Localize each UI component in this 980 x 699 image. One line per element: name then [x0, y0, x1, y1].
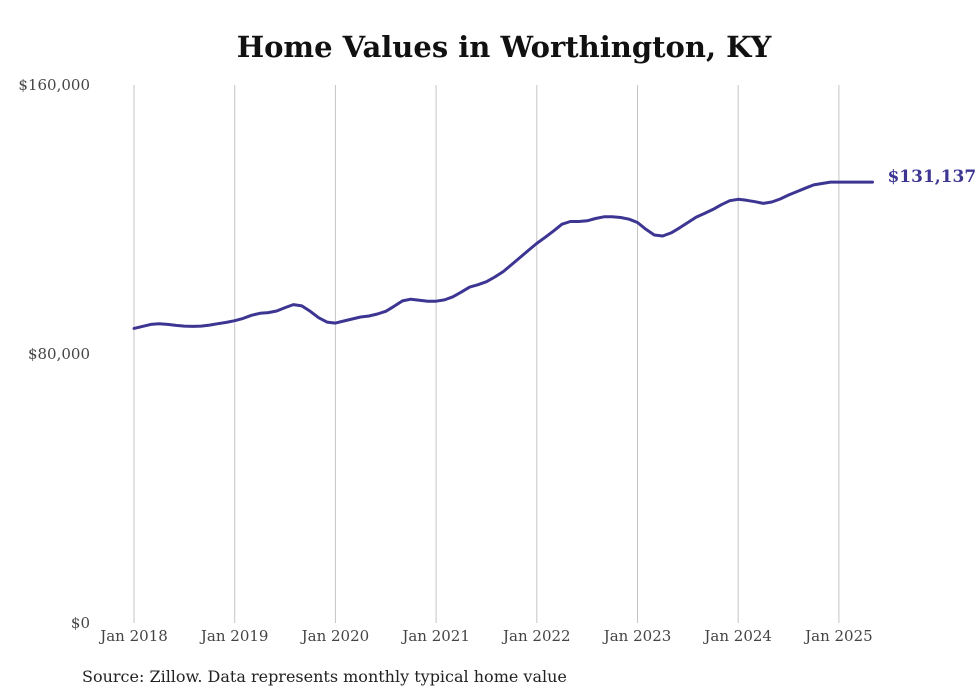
y-axis: $0 $80,000 $160,000	[18, 76, 90, 632]
line-chart: $0$80,000$160,000 Jan 2018 Jan 2019 Jan 20…	[18, 76, 976, 645]
y-tick-label: $80,000	[28, 345, 90, 363]
y-tick-label: $0	[71, 614, 90, 632]
x-tick-label: Jan 2020	[300, 627, 370, 645]
home-value-line	[132, 180, 874, 330]
series-layer: $131,137	[132, 167, 976, 330]
chart-title: Home Values in Worthington, KY	[236, 30, 772, 64]
x-axis: Jan 2018 Jan 2019 Jan 2020 Jan 2021 Jan 2022…	[98, 627, 872, 645]
x-tick-label: Jan 2024	[702, 627, 772, 645]
chart-source-note: Source: Zillow. Data represents monthly …	[82, 667, 567, 686]
end-value-label: $131,137	[887, 167, 976, 187]
gridlines	[133, 85, 840, 623]
y-tick-label: $160,000	[18, 76, 90, 94]
x-tick-label: Jan 2019	[199, 627, 269, 645]
x-tick-label: Jan 2025	[803, 627, 873, 645]
x-tick-label: Jan 2022	[501, 627, 571, 645]
x-tick-label: Jan 2021	[400, 627, 470, 645]
x-tick-label: Jan 2018	[98, 627, 168, 645]
x-tick-label: Jan 2023	[602, 627, 672, 645]
